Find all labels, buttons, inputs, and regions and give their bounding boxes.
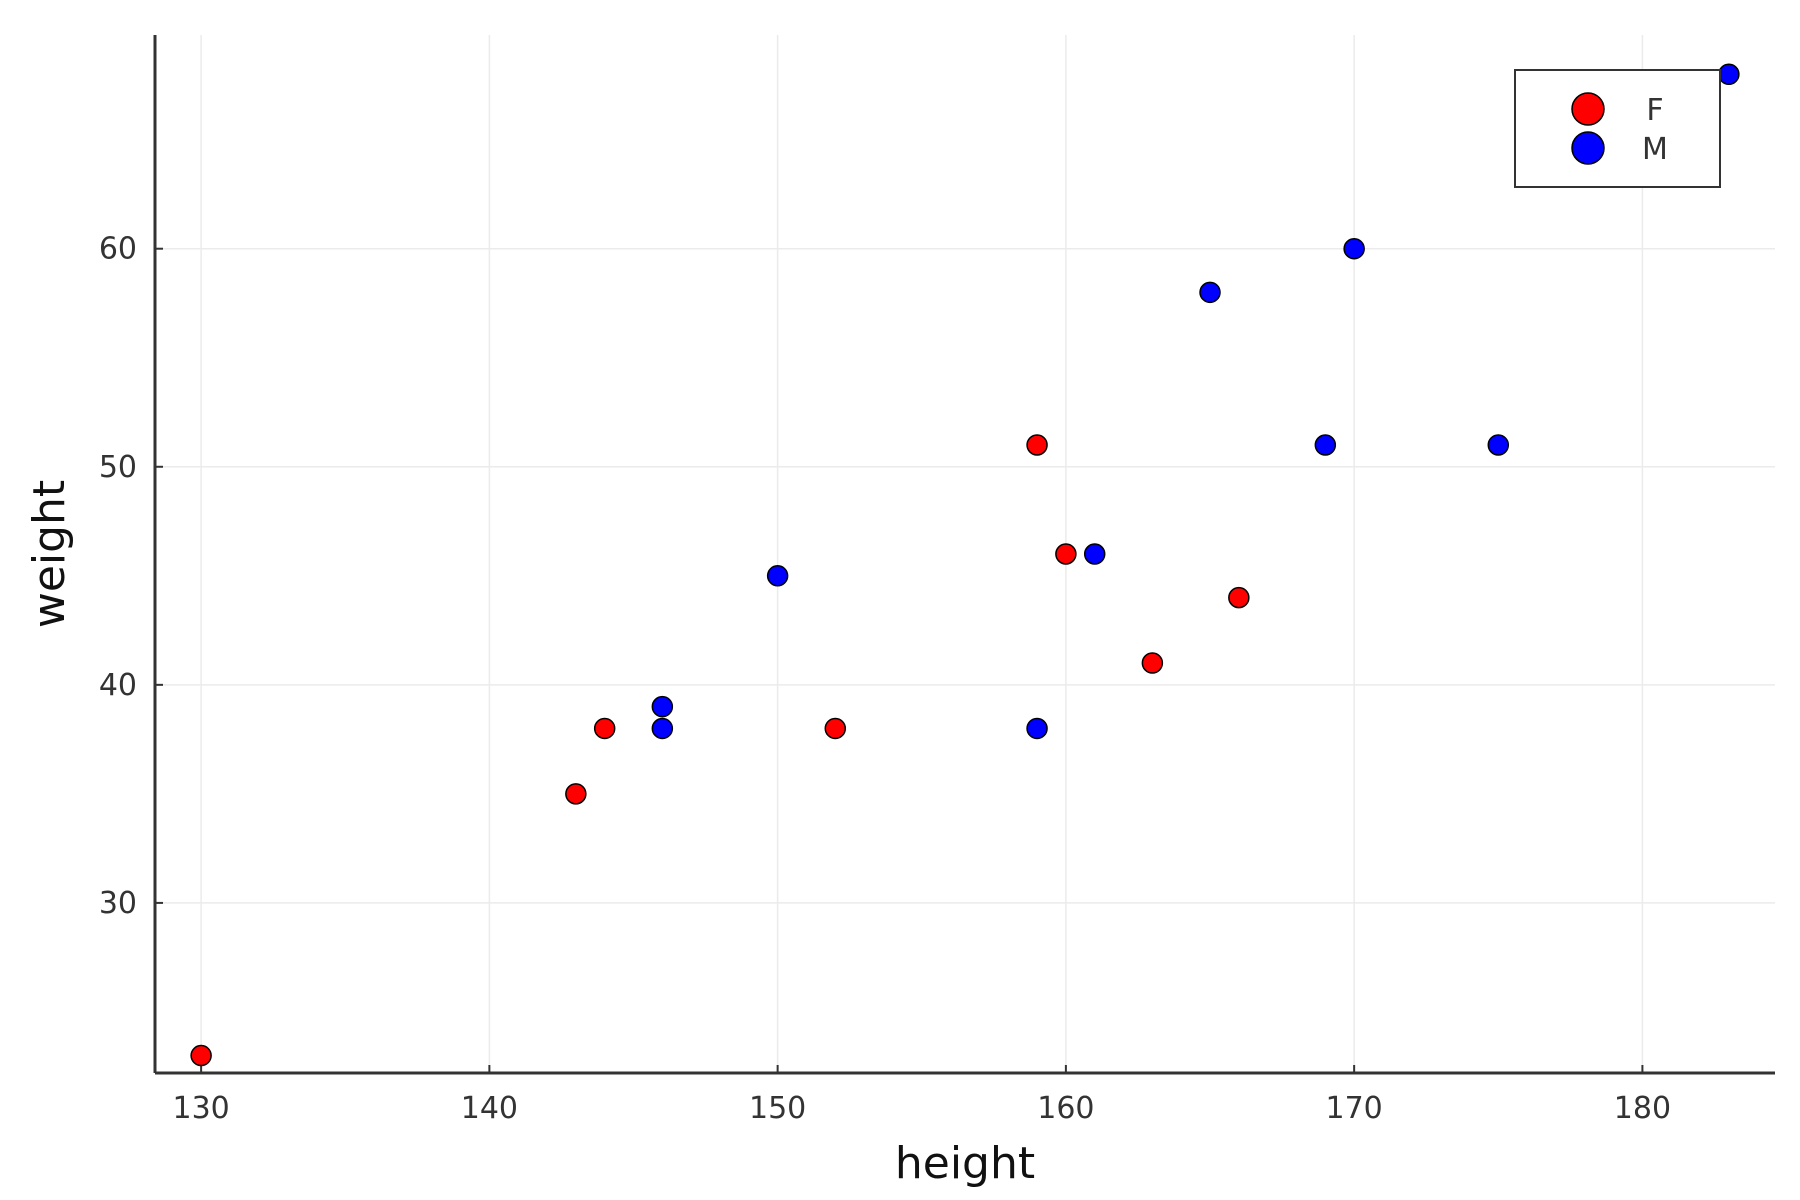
data-point-m <box>651 695 674 718</box>
data-point-m <box>766 565 789 587</box>
data-point-m <box>1314 434 1337 456</box>
legend: FM <box>1514 69 1721 188</box>
y-axis-label: weight <box>24 480 75 628</box>
legend-box <box>1514 69 1721 188</box>
x-tick-label: 170 <box>1326 1091 1383 1126</box>
x-tick-label: 150 <box>749 1091 806 1126</box>
data-points <box>190 63 1740 1067</box>
grid-lines <box>155 35 1775 1073</box>
data-point-f <box>1141 652 1164 674</box>
tick-labels: 130 140 150 160 170 180 30 40 50 60 <box>99 232 1671 1126</box>
legend-label-f: F <box>1646 93 1663 128</box>
y-tick-label: 40 <box>99 668 137 703</box>
y-tick-label: 50 <box>99 450 137 485</box>
axes <box>153 35 1775 1075</box>
data-point-f <box>593 717 616 740</box>
x-tick-label: 180 <box>1614 1091 1671 1126</box>
data-point-m <box>1718 63 1740 86</box>
data-point-f <box>1026 434 1048 456</box>
y-tick-label: 60 <box>99 232 137 267</box>
x-tick-label: 140 <box>461 1091 518 1126</box>
data-point-m <box>1199 281 1221 304</box>
legend-marker-m <box>1571 131 1605 165</box>
x-axis-label: height <box>895 1138 1035 1189</box>
data-point-f <box>1055 543 1077 565</box>
data-point-m <box>1487 434 1510 456</box>
data-point-m <box>1083 543 1106 565</box>
data-point-f <box>190 1044 212 1067</box>
data-point-f <box>565 783 587 805</box>
data-point-m <box>1026 717 1048 740</box>
data-point-f <box>1228 586 1250 609</box>
data-point-m <box>1343 237 1365 260</box>
legend-label-m: M <box>1642 132 1668 167</box>
x-tick-label: 130 <box>172 1091 229 1126</box>
x-tick-label: 160 <box>1037 1091 1094 1126</box>
data-point-f <box>824 717 847 740</box>
legend-marker-f <box>1571 92 1605 126</box>
data-point-m <box>651 717 674 740</box>
y-tick-label: 30 <box>99 886 137 921</box>
